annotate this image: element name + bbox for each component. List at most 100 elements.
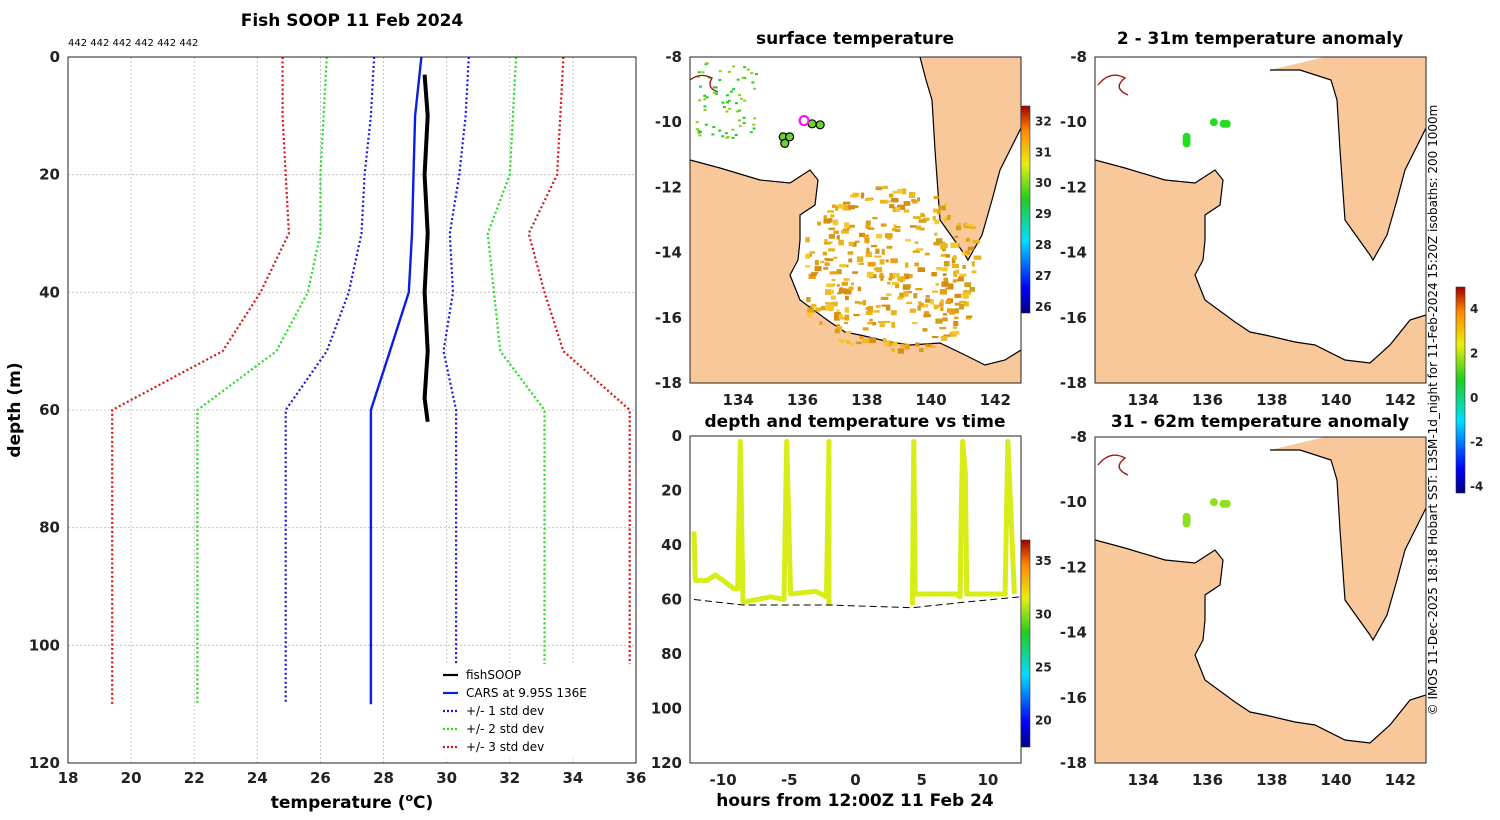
sst-pixel (741, 76, 745, 79)
sst-pixel (697, 71, 701, 74)
sst-pixel (852, 241, 857, 247)
sst-pixel (871, 244, 878, 248)
sst-pixel (965, 238, 971, 242)
sst-pixel (939, 326, 947, 330)
sst-pixel (695, 128, 699, 131)
sst-pixel (935, 282, 940, 286)
sst-pixel (810, 273, 817, 276)
sst-y-tick-label: -18 (655, 374, 682, 392)
anomaly-colorbar-tick-label: 2 (1470, 346, 1478, 360)
sst-pixel (726, 135, 730, 138)
profile-grid (67, 56, 637, 764)
sst-pixel (807, 308, 815, 313)
sst-pixel (729, 90, 733, 93)
land-north-a2 (1270, 437, 1426, 640)
anomaly2-y-tick-label: -10 (1060, 493, 1087, 511)
sst-pixel (965, 250, 970, 255)
sst-pixel (917, 197, 920, 202)
profile-axes-box (67, 56, 637, 764)
sst-pixel (845, 295, 849, 301)
sst-pixel (887, 282, 891, 285)
sst-x-tick-label: 142 (980, 391, 1011, 409)
sst-pixel (814, 259, 819, 266)
sst-pixel (742, 122, 746, 125)
sst-pixel (874, 255, 882, 258)
sst-pixel (703, 105, 707, 108)
sst-pixel (940, 299, 944, 305)
anomaly1-y-tick-label: -16 (1060, 309, 1087, 327)
anomaly2-panel: 31 - 62m temperature anomaly 134 136 138 14… (1060, 412, 1427, 789)
profile-line-7 (527, 56, 631, 705)
sst-pixel (893, 224, 897, 231)
anomaly1-x-tick-label: 134 (1128, 391, 1159, 409)
sst-pixel (703, 109, 707, 111)
sst-y-tick-label: -10 (655, 113, 682, 131)
sst-pixel (896, 204, 904, 208)
time-x-tick-label: 10 (977, 771, 998, 789)
sst-pixel (735, 110, 739, 113)
sst-pixel (864, 198, 869, 202)
sst-pixel (858, 301, 864, 305)
sst-pixel (844, 288, 852, 295)
sst-pixel (969, 286, 975, 292)
sst-y-ticks: -8 -10 -12 -14 -16 -18 (655, 48, 682, 392)
anomaly1-point (1209, 118, 1218, 127)
sst-pixel (884, 233, 893, 239)
anomaly2-y-tick-label: -8 (1070, 428, 1087, 446)
sst-pixel (873, 267, 880, 271)
sst-pixel (732, 65, 736, 68)
sst-pixel (942, 313, 948, 316)
sst-pixel (832, 219, 839, 226)
sst-pixel (892, 282, 899, 286)
sst-pixel (822, 251, 827, 256)
sst-pixel (755, 73, 758, 76)
sst-pixel (889, 193, 894, 198)
sst-pixel (945, 254, 950, 258)
sst-pixel (866, 197, 874, 200)
profile-y-axis-label: depth (m) (5, 362, 25, 457)
sst-pixel (923, 314, 931, 318)
sst-pixel (915, 288, 923, 291)
sst-pixel (880, 223, 887, 227)
sst-pixel (893, 341, 898, 347)
sst-pixel (857, 286, 861, 292)
sst-pixel (742, 116, 746, 119)
time-track-segment (909, 438, 1017, 606)
legend-label-cars: CARS at 9.95S 136E (466, 686, 587, 700)
sst-pixel (844, 314, 850, 321)
sst-pixel (956, 222, 961, 228)
sst-pixel (930, 299, 934, 305)
sst-pixel (827, 218, 833, 223)
sst-pixel (857, 262, 862, 265)
sst-pixel (820, 260, 825, 264)
sst-pixel (918, 301, 922, 304)
time-colorbar-tick-label: 20 (1035, 713, 1052, 727)
sst-pixel (808, 273, 816, 279)
sst-pixel (859, 232, 866, 237)
sst-y-tick-label: -12 (655, 178, 682, 196)
sst-pixel (900, 343, 904, 348)
profile-y-tick-label: 60 (39, 401, 60, 419)
sst-pixel (963, 290, 971, 295)
sst-colorbar-ticks: 26 27 28 29 30 31 32 (1035, 114, 1052, 313)
sst-pixel (895, 228, 901, 232)
sst-pixel (859, 336, 864, 340)
legend-label-std2: +/- 2 std dev (466, 722, 544, 736)
sst-pixel (904, 343, 910, 350)
sst-pixel (809, 251, 815, 254)
sst-x-tick-label: 134 (723, 391, 754, 409)
sst-pixel (860, 192, 865, 199)
sst-pixel (879, 272, 884, 277)
sst-pixel (938, 205, 946, 210)
sst-pixel (942, 317, 948, 322)
sst-pixel (966, 315, 973, 318)
sst-pixel (878, 321, 886, 324)
time-y-ticks: 0 20 40 60 80 100 120 (651, 427, 682, 772)
sst-pixel (953, 270, 958, 277)
sst-pixel (925, 298, 931, 303)
sst-pixel (943, 217, 948, 223)
sst-pixel (825, 304, 833, 311)
sst-pixel (875, 248, 880, 254)
sst-pixel (931, 272, 937, 277)
time-y-tick-label: 80 (661, 645, 682, 663)
